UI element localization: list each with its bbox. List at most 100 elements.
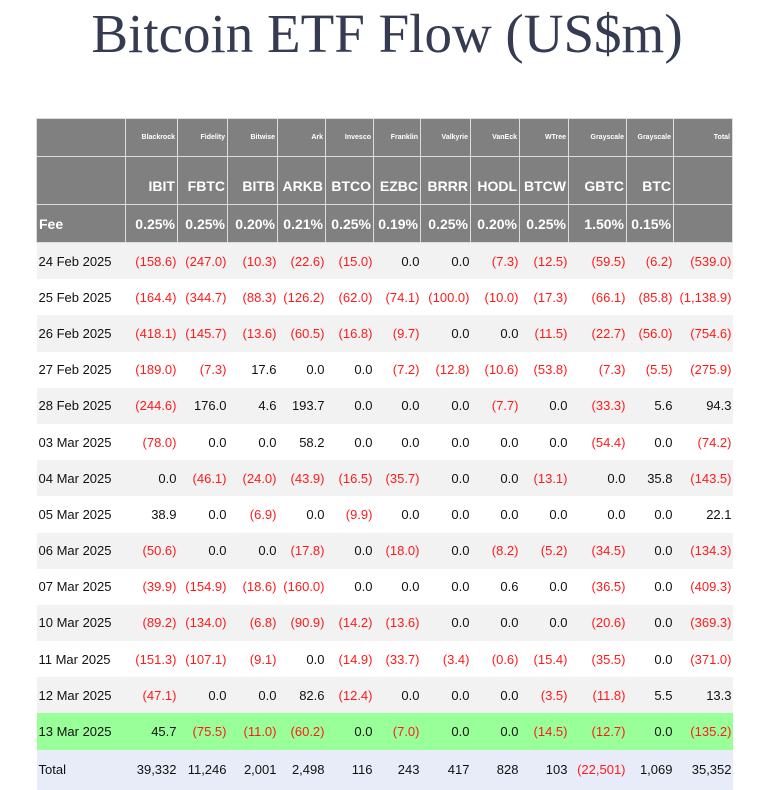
flow-cell: 0.0 xyxy=(373,423,421,461)
flow-cell: 0.0 xyxy=(325,351,374,388)
flow-cell: 0.0 xyxy=(227,532,278,569)
flow-cell: 0.0 xyxy=(568,460,627,497)
flow-cell: 0.0 xyxy=(420,315,471,352)
flow-cell: (12.5) xyxy=(519,242,569,280)
empty-header-cell xyxy=(673,156,733,205)
flow-cell: (22.6) xyxy=(277,242,326,280)
flow-cell: (3.4) xyxy=(420,641,471,678)
flow-cell: 0.0 xyxy=(277,496,326,533)
flow-cell: 0.0 xyxy=(519,496,569,533)
flow-cell: (5.2) xyxy=(519,532,569,569)
flow-cell: (33.7) xyxy=(373,641,421,678)
flow-cell: (151.3) xyxy=(125,641,178,678)
row-total-cell: 13.3 xyxy=(673,677,733,714)
flow-cell: 0.0 xyxy=(177,496,228,533)
total-cell: 1,069 xyxy=(626,749,674,790)
table-row: 11 Mar 2025 (151.3) (107.1) (9.1) 0.0 (14.9)(… xyxy=(36,641,733,678)
flow-cell: (10.0) xyxy=(470,279,520,316)
issuer-header: Ark xyxy=(277,118,326,157)
flow-cell: (50.6) xyxy=(125,532,178,569)
flow-cell: 0.0 xyxy=(420,532,471,569)
flow-cell: 0.0 xyxy=(325,423,374,461)
date-cell: 04 Mar 2025 xyxy=(36,460,126,497)
table-row: 24 Feb 2025 (158.6) (247.0) (10.3) (22.6) (15… xyxy=(36,242,733,280)
flow-cell: (12.8) xyxy=(420,351,471,388)
flow-cell: (10.6) xyxy=(470,351,520,388)
row-total-cell: (754.6) xyxy=(673,315,733,352)
flow-cell: 0.0 xyxy=(420,423,471,461)
flow-cell: (22.7) xyxy=(568,315,627,352)
flow-cell: (13.1) xyxy=(519,460,569,497)
fee-header-row: Fee 0.25% 0.25% 0.20% 0.21% 0.25% 0.19% 0.25% 0.… xyxy=(36,204,733,243)
etf-flow-table: Blackrock Fidelity Bitwise Ark Invesco Frankl… xyxy=(36,118,733,790)
flow-cell: (7.3) xyxy=(470,242,520,280)
flow-cell: 82.6 xyxy=(277,677,326,714)
flow-cell: (247.0) xyxy=(177,242,228,280)
flow-cell: (60.2) xyxy=(277,713,326,750)
total-cell: 116 xyxy=(325,749,374,790)
flow-cell: 193.7 xyxy=(277,387,326,424)
flow-cell: (15.0) xyxy=(325,242,374,280)
flow-cell: (62.0) xyxy=(325,279,374,316)
flow-cell: 0.0 xyxy=(626,604,674,642)
issuer-header: Franklin xyxy=(373,118,421,157)
flow-cell: (59.5) xyxy=(568,242,627,280)
fee-cell: 0.25% xyxy=(325,204,374,243)
issuer-header: VanEck xyxy=(470,118,520,157)
fee-cell: 0.20% xyxy=(470,204,520,243)
flow-cell: 5.6 xyxy=(626,387,674,424)
flow-cell: (16.5) xyxy=(325,460,374,497)
flow-cell: 0.0 xyxy=(420,242,471,280)
row-total-cell: 94.3 xyxy=(673,387,733,424)
flow-cell: (344.7) xyxy=(177,279,228,316)
flow-cell: (9.7) xyxy=(373,315,421,352)
fee-cell: 0.25% xyxy=(519,204,569,243)
flow-cell: (11.5) xyxy=(519,315,569,352)
flow-cell: 0.0 xyxy=(626,713,674,750)
flow-cell: (164.4) xyxy=(125,279,178,316)
flow-cell: (9.9) xyxy=(325,496,374,533)
row-total-cell: (74.2) xyxy=(673,423,733,461)
fee-label: Fee xyxy=(36,204,126,243)
ticker-header: GBTC xyxy=(568,156,627,205)
flow-cell: (36.5) xyxy=(568,568,627,605)
total-cell: 103 xyxy=(519,749,569,790)
flow-cell: (7.7) xyxy=(470,387,520,424)
flow-cell: (7.3) xyxy=(568,351,627,388)
flow-cell: 0.0 xyxy=(373,496,421,533)
fee-cell: 0.15% xyxy=(626,204,674,243)
flow-cell: 0.0 xyxy=(373,242,421,280)
flow-cell: 0.0 xyxy=(420,713,471,750)
date-cell: 11 Mar 2025 xyxy=(36,641,126,678)
flow-cell: (35.7) xyxy=(373,460,421,497)
issuer-header: Blackrock xyxy=(125,118,178,157)
flow-cell: 0.0 xyxy=(470,677,520,714)
row-total-cell: (135.2) xyxy=(673,713,733,750)
flow-cell: 0.0 xyxy=(470,315,520,352)
table-row: 12 Mar 2025 (47.1) 0.0 0.0 82.6 (12.4) 0.0 0.0 0… xyxy=(36,677,733,714)
flow-cell: (6.9) xyxy=(227,496,278,533)
flow-cell: (134.0) xyxy=(177,604,228,642)
table-row: 05 Mar 2025 38.9 0.0 (6.9) 0.0 (9.9) 0.0 0.0 0.0… xyxy=(36,496,733,533)
flow-cell: 0.0 xyxy=(470,460,520,497)
flow-cell: (53.8) xyxy=(519,351,569,388)
fee-cell: 0.25% xyxy=(420,204,471,243)
flow-cell: 0.0 xyxy=(325,532,374,569)
flow-cell: 0.0 xyxy=(519,568,569,605)
date-cell: 26 Feb 2025 xyxy=(36,315,126,352)
table-row: 10 Mar 2025 (89.2) (134.0) (6.8) (90.9) (14.2… xyxy=(36,604,733,642)
flow-cell: 0.0 xyxy=(626,423,674,461)
flow-cell: (47.1) xyxy=(125,677,178,714)
total-cell: (22,501) xyxy=(568,749,627,790)
flow-cell: (100.0) xyxy=(420,279,471,316)
flow-cell: (107.1) xyxy=(177,641,228,678)
flow-cell: (88.3) xyxy=(227,279,278,316)
row-total-cell: (1,138.9) xyxy=(673,279,733,316)
flow-cell: 0.0 xyxy=(177,677,228,714)
total-row: Total 39,332 11,246 2,001 2,498 116 243 417 828 1… xyxy=(36,749,733,790)
flow-cell: (244.6) xyxy=(125,387,178,424)
flow-cell: 0.0 xyxy=(125,460,178,497)
total-cell: 243 xyxy=(373,749,421,790)
flow-cell: (160.0) xyxy=(277,568,326,605)
flow-cell: (85.8) xyxy=(626,279,674,316)
